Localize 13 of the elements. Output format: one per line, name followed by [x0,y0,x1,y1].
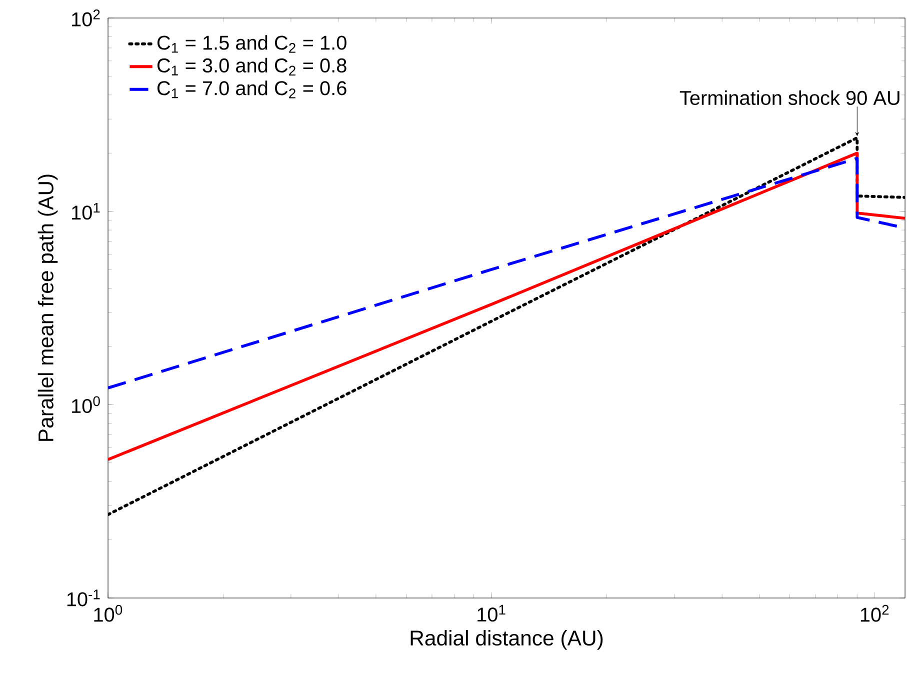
x-tick-label: 10$^{1}$ [478,604,506,622]
y-tick-label: 10$^{0}$ [72,396,100,414]
legend-label: C$_{1}$ = 3.0 and C$_{2}$ = 0.8 [157,58,346,76]
legend-label: C$_{1}$ = 1.5 and C$_{2}$ = 1.0 [157,35,346,53]
x-tick-label: 10$^{0}$ [94,604,122,622]
legend-label: C$_{1}$ = 7.0 and C$_{2}$ = 0.6 [157,80,346,98]
y-axis-title: Parallel mean free path (AU) [38,174,58,441]
y-tick-label: 10$^{2}$ [72,10,100,26]
annotation: Termination shock 90 AU [680,90,900,106]
x-tick-label: 10$^{2}$ [860,604,889,622]
x-axis-title: Radial distance (AU) [410,630,603,650]
y-tick-label: 10$^{-1}$ [67,590,100,606]
y-tick-label: 10$^{1}$ [72,202,100,220]
